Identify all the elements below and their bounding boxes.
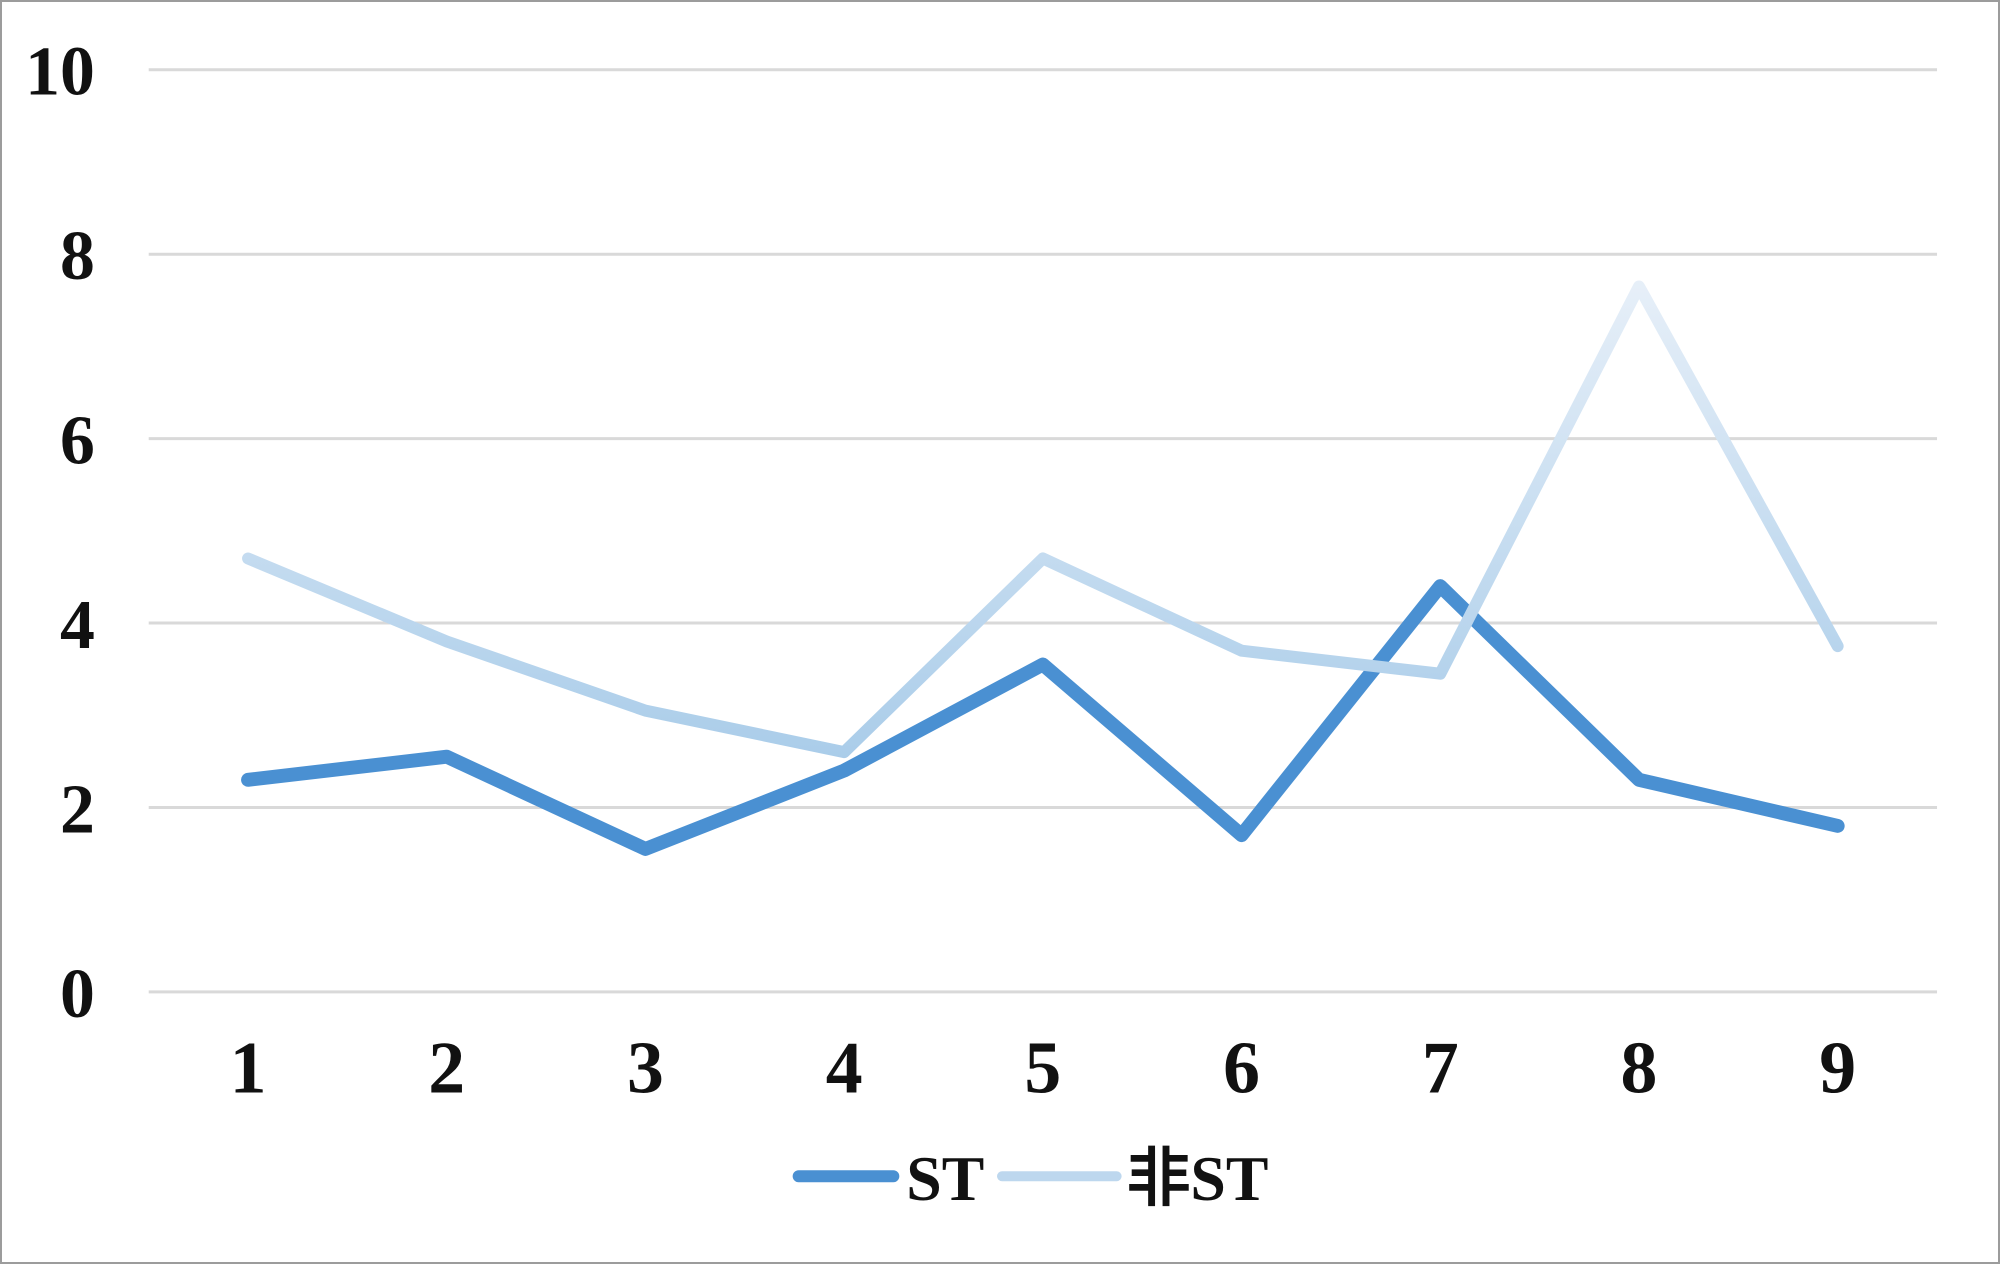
y-axis-tick-label: 4 <box>60 587 95 664</box>
x-axis-tick-label: 7 <box>1422 1027 1459 1109</box>
series-line-st <box>241 579 1845 856</box>
x-axis-tick-label: 3 <box>627 1027 664 1109</box>
y-axis-tick-label: 6 <box>60 403 95 480</box>
x-axis-tick-label: 8 <box>1621 1027 1658 1109</box>
legend-label-st: ST <box>906 1143 984 1214</box>
x-axis-tick-label: 1 <box>230 1027 267 1109</box>
y-axis-tick-label: 2 <box>60 771 95 848</box>
legend-label-fei-st: 非ST <box>1127 1143 1269 1214</box>
y-axis-tick-label: 8 <box>60 218 95 295</box>
x-axis-tick-label: 2 <box>428 1027 465 1109</box>
x-axis-tick-label: 4 <box>826 1027 863 1109</box>
x-axis-tick-label: 6 <box>1223 1027 1260 1109</box>
x-axis-tick-label: 9 <box>1819 1027 1856 1109</box>
y-axis-tick-label: 0 <box>60 956 95 1033</box>
y-axis-tick-label: 10 <box>25 34 95 111</box>
chart-legend: ST 非ST <box>792 1143 1269 1214</box>
x-axis-tick-label: 5 <box>1024 1027 1061 1109</box>
series-line-fei-st <box>242 280 1844 759</box>
